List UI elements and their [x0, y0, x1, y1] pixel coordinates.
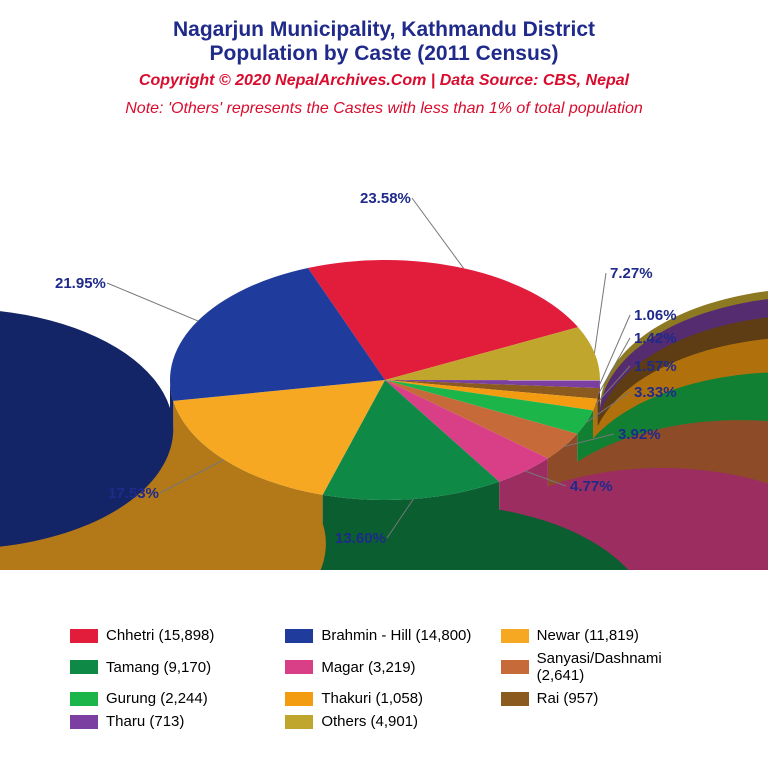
legend-swatch	[285, 660, 313, 674]
legend-label: Gurung (2,244)	[106, 690, 208, 707]
legend-item: Others (4,901)	[285, 713, 482, 730]
pct-label: 1.57%	[634, 358, 677, 375]
legend-item: Newar (11,819)	[501, 627, 698, 644]
legend-label: Brahmin - Hill (14,800)	[321, 627, 471, 644]
legend-label: Tharu (713)	[106, 713, 184, 730]
legend-label: Chhetri (15,898)	[106, 627, 214, 644]
legend-swatch	[70, 715, 98, 729]
legend-label: Sanyasi/Dashnami (2,641)	[537, 650, 698, 684]
legend-item: Rai (957)	[501, 690, 698, 707]
legend-item: Sanyasi/Dashnami (2,641)	[501, 650, 698, 684]
legend: Chhetri (15,898) Brahmin - Hill (14,800) N…	[70, 627, 698, 730]
pct-label: 1.42%	[634, 330, 677, 347]
title-block: Nagarjun Municipality, Kathmandu Distric…	[0, 0, 768, 118]
legend-label: Thakuri (1,058)	[321, 690, 423, 707]
legend-label: Rai (957)	[537, 690, 599, 707]
copyright: Copyright © 2020 NepalArchives.Com | Dat…	[0, 72, 768, 90]
pie-chart: 23.58% 7.27% 1.06% 1.42% 1.57% 3.33% 3.92% 4.77…	[0, 150, 768, 570]
pct-label: 17.53%	[108, 485, 159, 502]
legend-swatch	[285, 629, 313, 643]
legend-label: Others (4,901)	[321, 713, 418, 730]
legend-swatch	[70, 692, 98, 706]
legend-label: Newar (11,819)	[537, 627, 639, 644]
legend-swatch	[501, 629, 529, 643]
legend-label: Tamang (9,170)	[106, 659, 211, 676]
legend-item: Gurung (2,244)	[70, 690, 267, 707]
legend-swatch	[501, 692, 529, 706]
pct-label: 3.92%	[618, 426, 661, 443]
legend-label: Magar (3,219)	[321, 659, 415, 676]
pct-label: 1.06%	[634, 307, 677, 324]
legend-swatch	[70, 660, 98, 674]
pct-label: 4.77%	[570, 478, 613, 495]
legend-item: Magar (3,219)	[285, 650, 482, 684]
legend-swatch	[501, 660, 529, 674]
legend-item: Thakuri (1,058)	[285, 690, 482, 707]
pct-label: 13.60%	[335, 530, 386, 547]
legend-item: Tharu (713)	[70, 713, 267, 730]
pct-label: 23.58%	[360, 190, 411, 207]
legend-item: Chhetri (15,898)	[70, 627, 267, 644]
note: Note: 'Others' represents the Castes wit…	[0, 100, 768, 118]
legend-swatch	[70, 629, 98, 643]
pct-label: 3.33%	[634, 384, 677, 401]
legend-swatch	[285, 715, 313, 729]
legend-item: Tamang (9,170)	[70, 650, 267, 684]
legend-item: Brahmin - Hill (14,800)	[285, 627, 482, 644]
legend-swatch	[285, 692, 313, 706]
pct-label: 21.95%	[55, 275, 106, 292]
title-line-1: Nagarjun Municipality, Kathmandu Distric…	[0, 18, 768, 42]
pct-label: 7.27%	[610, 265, 653, 282]
title-line-2: Population by Caste (2011 Census)	[0, 42, 768, 66]
